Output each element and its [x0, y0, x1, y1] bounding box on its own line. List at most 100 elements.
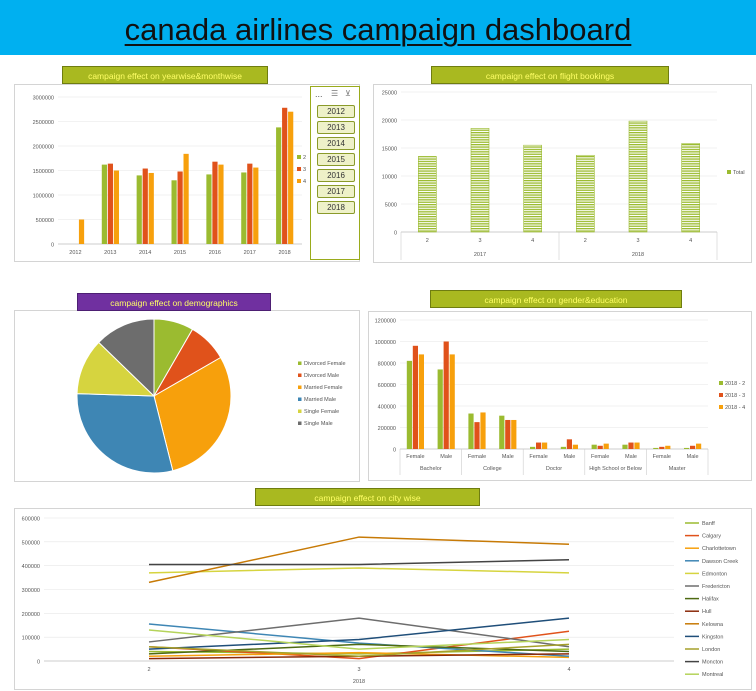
slicer-year-2014[interactable]: 2014 — [317, 137, 355, 150]
yearwise-bar — [212, 161, 218, 244]
city-ytick: 100000 — [22, 636, 40, 642]
gender-education-legend-swatch — [719, 393, 723, 397]
pie-legend-swatch — [298, 397, 302, 401]
city-xtick: 2 — [147, 667, 150, 673]
city-legend-label: Fredericton — [702, 584, 730, 590]
slicer-year-2017[interactable]: 2017 — [317, 185, 355, 198]
gender-education-bar — [449, 354, 455, 449]
flight-bookings-group-label: 2017 — [474, 252, 486, 258]
gender-education-ytick: 0 — [393, 448, 396, 454]
pie-legend-label: Single Female — [304, 409, 339, 415]
gender-education-legend-label: 2018 - 4 — [725, 405, 745, 411]
yearwise-bar — [171, 180, 177, 244]
yearwise-bar — [107, 163, 113, 244]
gender-education-xtick: Female — [406, 454, 424, 460]
pie-legend-swatch — [298, 409, 302, 413]
gender-education-bar — [418, 354, 424, 449]
slicer-year-2013[interactable]: 2013 — [317, 121, 355, 134]
slicer-year-2015[interactable]: 2015 — [317, 153, 355, 166]
gender-education-bar — [566, 439, 572, 449]
slicer-year-2018[interactable]: 2018 — [317, 201, 355, 214]
gender-education-bar — [443, 341, 449, 449]
flight-bookings-group-label: 2018 — [632, 252, 644, 258]
city-legend-label: Moncton — [702, 660, 723, 666]
gender-education-bar — [474, 422, 480, 449]
gender-education-legend-swatch — [719, 405, 723, 409]
pie-legend-swatch — [298, 373, 302, 377]
city-line — [149, 558, 570, 566]
city-line — [148, 643, 570, 655]
yearwise-bar — [206, 174, 212, 244]
city-legend-label: Charlottetown — [702, 546, 736, 552]
gender-education-bar — [690, 445, 696, 449]
gender-education-bar — [560, 446, 566, 449]
gender-education-bar — [572, 444, 578, 449]
city-line — [148, 617, 570, 648]
flight-bookings-xtick: 2 — [584, 238, 587, 244]
gender-education-ytick: 200000 — [378, 426, 396, 432]
city-legend-label: Dawson Creek — [702, 559, 738, 565]
city-line — [148, 651, 570, 659]
yearwise-bar — [282, 107, 288, 244]
yearwise-xtick: 2017 — [244, 250, 256, 256]
city-xtick: 4 — [567, 667, 570, 673]
clear-filter-icon[interactable]: ⊻ — [345, 89, 351, 98]
gender-education-group-label: High School or Below — [589, 466, 642, 472]
gender-education-bar — [412, 345, 418, 449]
gender-education-bar — [505, 419, 511, 449]
gender-education-bar — [511, 419, 517, 449]
flight-bookings-ytick: 5000 — [385, 203, 397, 209]
yearwise-bar — [247, 163, 253, 244]
city-line — [148, 536, 570, 584]
yearwise-bar-chart: 0 500000 1000000 1500000 2000000 2500000 30000… — [33, 96, 306, 257]
yearwise-bar — [177, 171, 183, 244]
gender-education-bar — [622, 444, 628, 449]
year-slicer[interactable]: ... ☰ ⊻ 2012 2013 2014 2015 2016 2017 2018 — [310, 86, 360, 260]
flight-bookings-bar — [470, 128, 490, 233]
city-line — [148, 648, 570, 655]
gender-education-group-label: Master — [669, 466, 686, 472]
gender-education-bar — [499, 415, 505, 449]
city-wise-line-chart: 0 100000 200000 300000 400000 500000 600000 2 3 4… — [22, 517, 739, 686]
gender-education-bar — [684, 447, 690, 449]
yearwise-bar — [218, 164, 224, 244]
city-xtick: 3 — [357, 667, 360, 673]
gender-education-bar — [659, 446, 665, 449]
flight-bookings-ytick: 0 — [394, 231, 397, 237]
multi-select-icon[interactable]: ☰ — [331, 89, 339, 98]
gender-education-xtick: Male — [625, 454, 637, 460]
flight-bookings-xtick: 4 — [689, 238, 692, 244]
pie-legend-label: Divorced Male — [304, 373, 339, 379]
flight-bookings-xtick: 2 — [426, 238, 429, 244]
flight-bookings-ytick: 15000 — [382, 147, 397, 153]
city-line — [148, 629, 570, 650]
yearwise-legend-swatch — [297, 167, 301, 171]
yearwise-xtick: 2013 — [104, 250, 116, 256]
gender-education-xtick: Female — [468, 454, 486, 460]
flight-bookings-legend-label: Total — [733, 170, 745, 176]
yearwise-legend-swatch — [297, 179, 301, 183]
gender-education-group-label: Bachelor — [420, 466, 442, 472]
pie-legend-swatch — [298, 385, 302, 389]
gender-education-bar — [542, 442, 548, 449]
pie-slice — [98, 318, 155, 398]
flight-bookings-ytick: 20000 — [382, 119, 397, 125]
yearwise-ytick: 3000000 — [33, 96, 54, 102]
gender-education-ytick: 600000 — [378, 383, 396, 389]
gender-education-xtick: Female — [591, 454, 609, 460]
pie-slice — [153, 356, 232, 472]
yearwise-bar — [241, 172, 247, 244]
flight-bookings-bar — [418, 156, 437, 233]
gender-education-bar — [536, 442, 542, 449]
gender-education-bar — [406, 360, 412, 449]
flight-bookings-legend-swatch — [727, 170, 731, 174]
yearwise-ytick: 2000000 — [33, 145, 54, 151]
yearwise-bar — [78, 219, 85, 244]
slicer-year-2012[interactable]: 2012 — [317, 105, 355, 118]
dashboard-title: canada airlines campaign dashboard — [124, 12, 632, 47]
gender-education-panel — [368, 311, 752, 481]
yearwise-xtick: 2014 — [139, 250, 151, 256]
slicer-year-2016[interactable]: 2016 — [317, 169, 355, 182]
yearwise-ytick: 500000 — [36, 218, 54, 224]
city-legend-label: Hull — [702, 609, 711, 615]
